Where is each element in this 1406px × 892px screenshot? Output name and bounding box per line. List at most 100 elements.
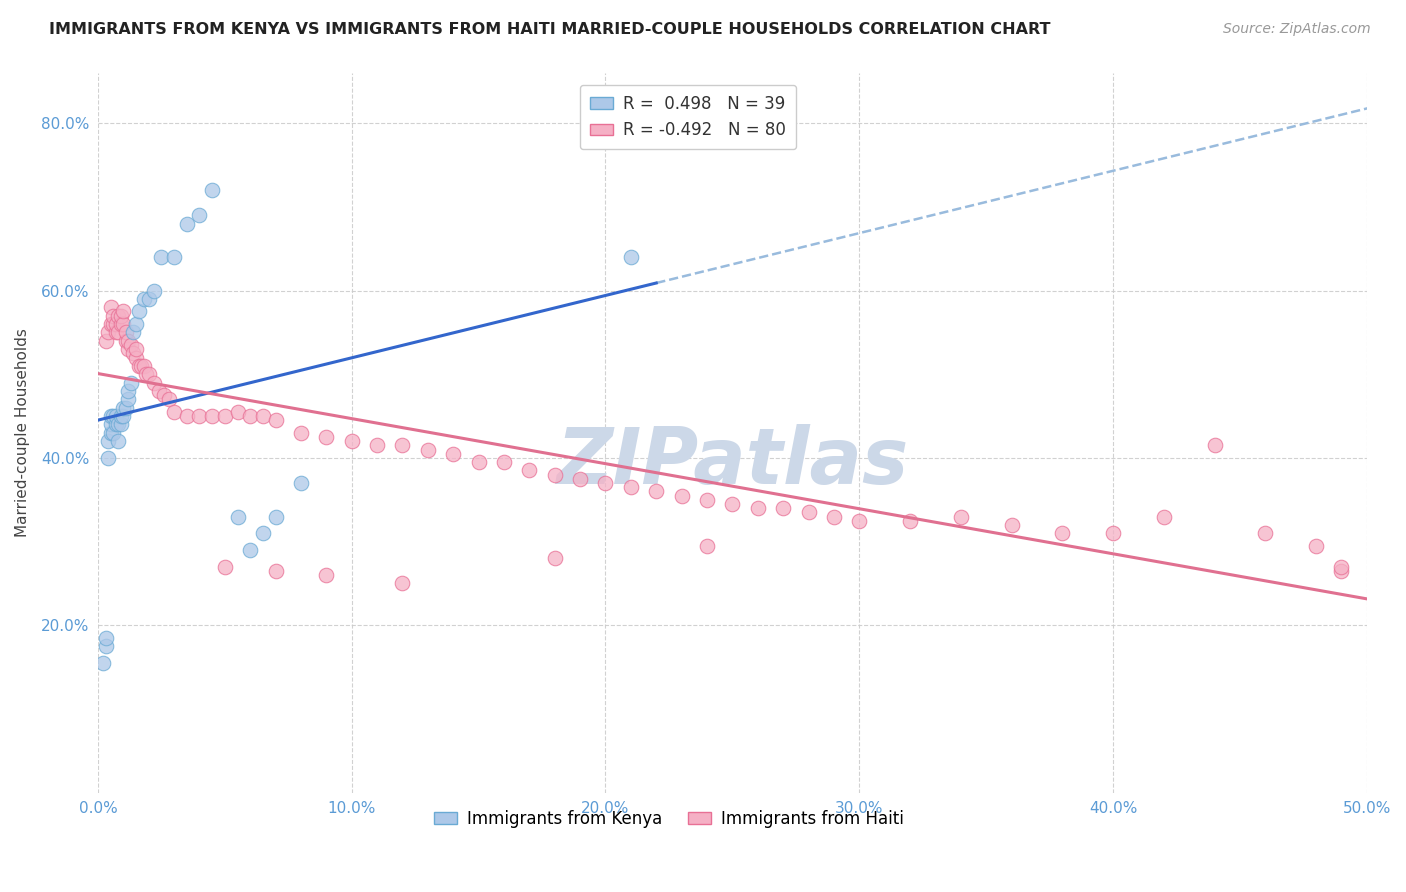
Y-axis label: Married-couple Households: Married-couple Households: [15, 328, 30, 537]
Point: [544, 551, 567, 566]
Point: [391, 438, 413, 452]
Point: [772, 501, 794, 516]
Point: [117, 342, 139, 356]
Point: [264, 413, 287, 427]
Point: [163, 250, 186, 264]
Point: [104, 417, 127, 432]
Point: [125, 342, 148, 356]
Point: [120, 338, 142, 352]
Point: [110, 309, 132, 323]
Point: [97, 434, 120, 449]
Point: [97, 326, 120, 340]
Point: [315, 568, 337, 582]
Point: [696, 539, 718, 553]
Point: [391, 576, 413, 591]
Point: [112, 317, 135, 331]
Point: [226, 405, 249, 419]
Point: [101, 409, 124, 423]
Point: [315, 430, 337, 444]
Point: [128, 359, 150, 373]
Point: [153, 388, 176, 402]
Point: [696, 492, 718, 507]
Point: [188, 409, 211, 423]
Point: [290, 476, 312, 491]
Point: [120, 376, 142, 390]
Point: [441, 447, 464, 461]
Point: [264, 509, 287, 524]
Point: [115, 401, 138, 415]
Text: Source: ZipAtlas.com: Source: ZipAtlas.com: [1223, 22, 1371, 37]
Point: [1330, 564, 1353, 578]
Point: [142, 284, 165, 298]
Point: [848, 514, 870, 528]
Point: [101, 425, 124, 440]
Point: [117, 334, 139, 348]
Legend: Immigrants from Kenya, Immigrants from Haiti: Immigrants from Kenya, Immigrants from H…: [427, 804, 911, 835]
Point: [214, 409, 236, 423]
Point: [101, 317, 124, 331]
Point: [138, 292, 160, 306]
Text: ZIPatlas: ZIPatlas: [557, 424, 908, 500]
Point: [163, 405, 186, 419]
Point: [239, 543, 262, 558]
Point: [148, 384, 170, 398]
Point: [138, 368, 160, 382]
Point: [112, 304, 135, 318]
Point: [94, 631, 117, 645]
Point: [112, 401, 135, 415]
Point: [100, 300, 122, 314]
Point: [898, 514, 921, 528]
Point: [1330, 559, 1353, 574]
Point: [823, 509, 845, 524]
Point: [104, 326, 127, 340]
Point: [176, 217, 198, 231]
Point: [117, 392, 139, 407]
Point: [135, 368, 157, 382]
Point: [620, 480, 643, 494]
Point: [620, 250, 643, 264]
Point: [110, 317, 132, 331]
Point: [519, 463, 541, 477]
Point: [1305, 539, 1327, 553]
Point: [569, 472, 592, 486]
Point: [340, 434, 363, 449]
Point: [91, 656, 114, 670]
Text: IMMIGRANTS FROM KENYA VS IMMIGRANTS FROM HAITI MARRIED-COUPLE HOUSEHOLDS CORRELA: IMMIGRANTS FROM KENYA VS IMMIGRANTS FROM…: [49, 22, 1050, 37]
Point: [110, 417, 132, 432]
Point: [492, 455, 515, 469]
Point: [201, 183, 224, 197]
Point: [125, 351, 148, 365]
Point: [157, 392, 180, 407]
Point: [226, 509, 249, 524]
Point: [125, 317, 148, 331]
Point: [115, 334, 138, 348]
Point: [110, 409, 132, 423]
Point: [645, 484, 668, 499]
Point: [132, 359, 155, 373]
Point: [104, 317, 127, 331]
Point: [122, 346, 145, 360]
Point: [264, 564, 287, 578]
Point: [1052, 526, 1074, 541]
Point: [239, 409, 262, 423]
Point: [100, 409, 122, 423]
Point: [544, 467, 567, 482]
Point: [671, 489, 693, 503]
Point: [132, 292, 155, 306]
Point: [115, 326, 138, 340]
Point: [290, 425, 312, 440]
Point: [100, 425, 122, 440]
Point: [252, 526, 274, 541]
Point: [142, 376, 165, 390]
Point: [188, 208, 211, 222]
Point: [1000, 517, 1022, 532]
Point: [97, 450, 120, 465]
Point: [1204, 438, 1226, 452]
Point: [122, 326, 145, 340]
Point: [104, 409, 127, 423]
Point: [112, 409, 135, 423]
Point: [128, 304, 150, 318]
Point: [107, 434, 129, 449]
Point: [94, 334, 117, 348]
Point: [214, 559, 236, 574]
